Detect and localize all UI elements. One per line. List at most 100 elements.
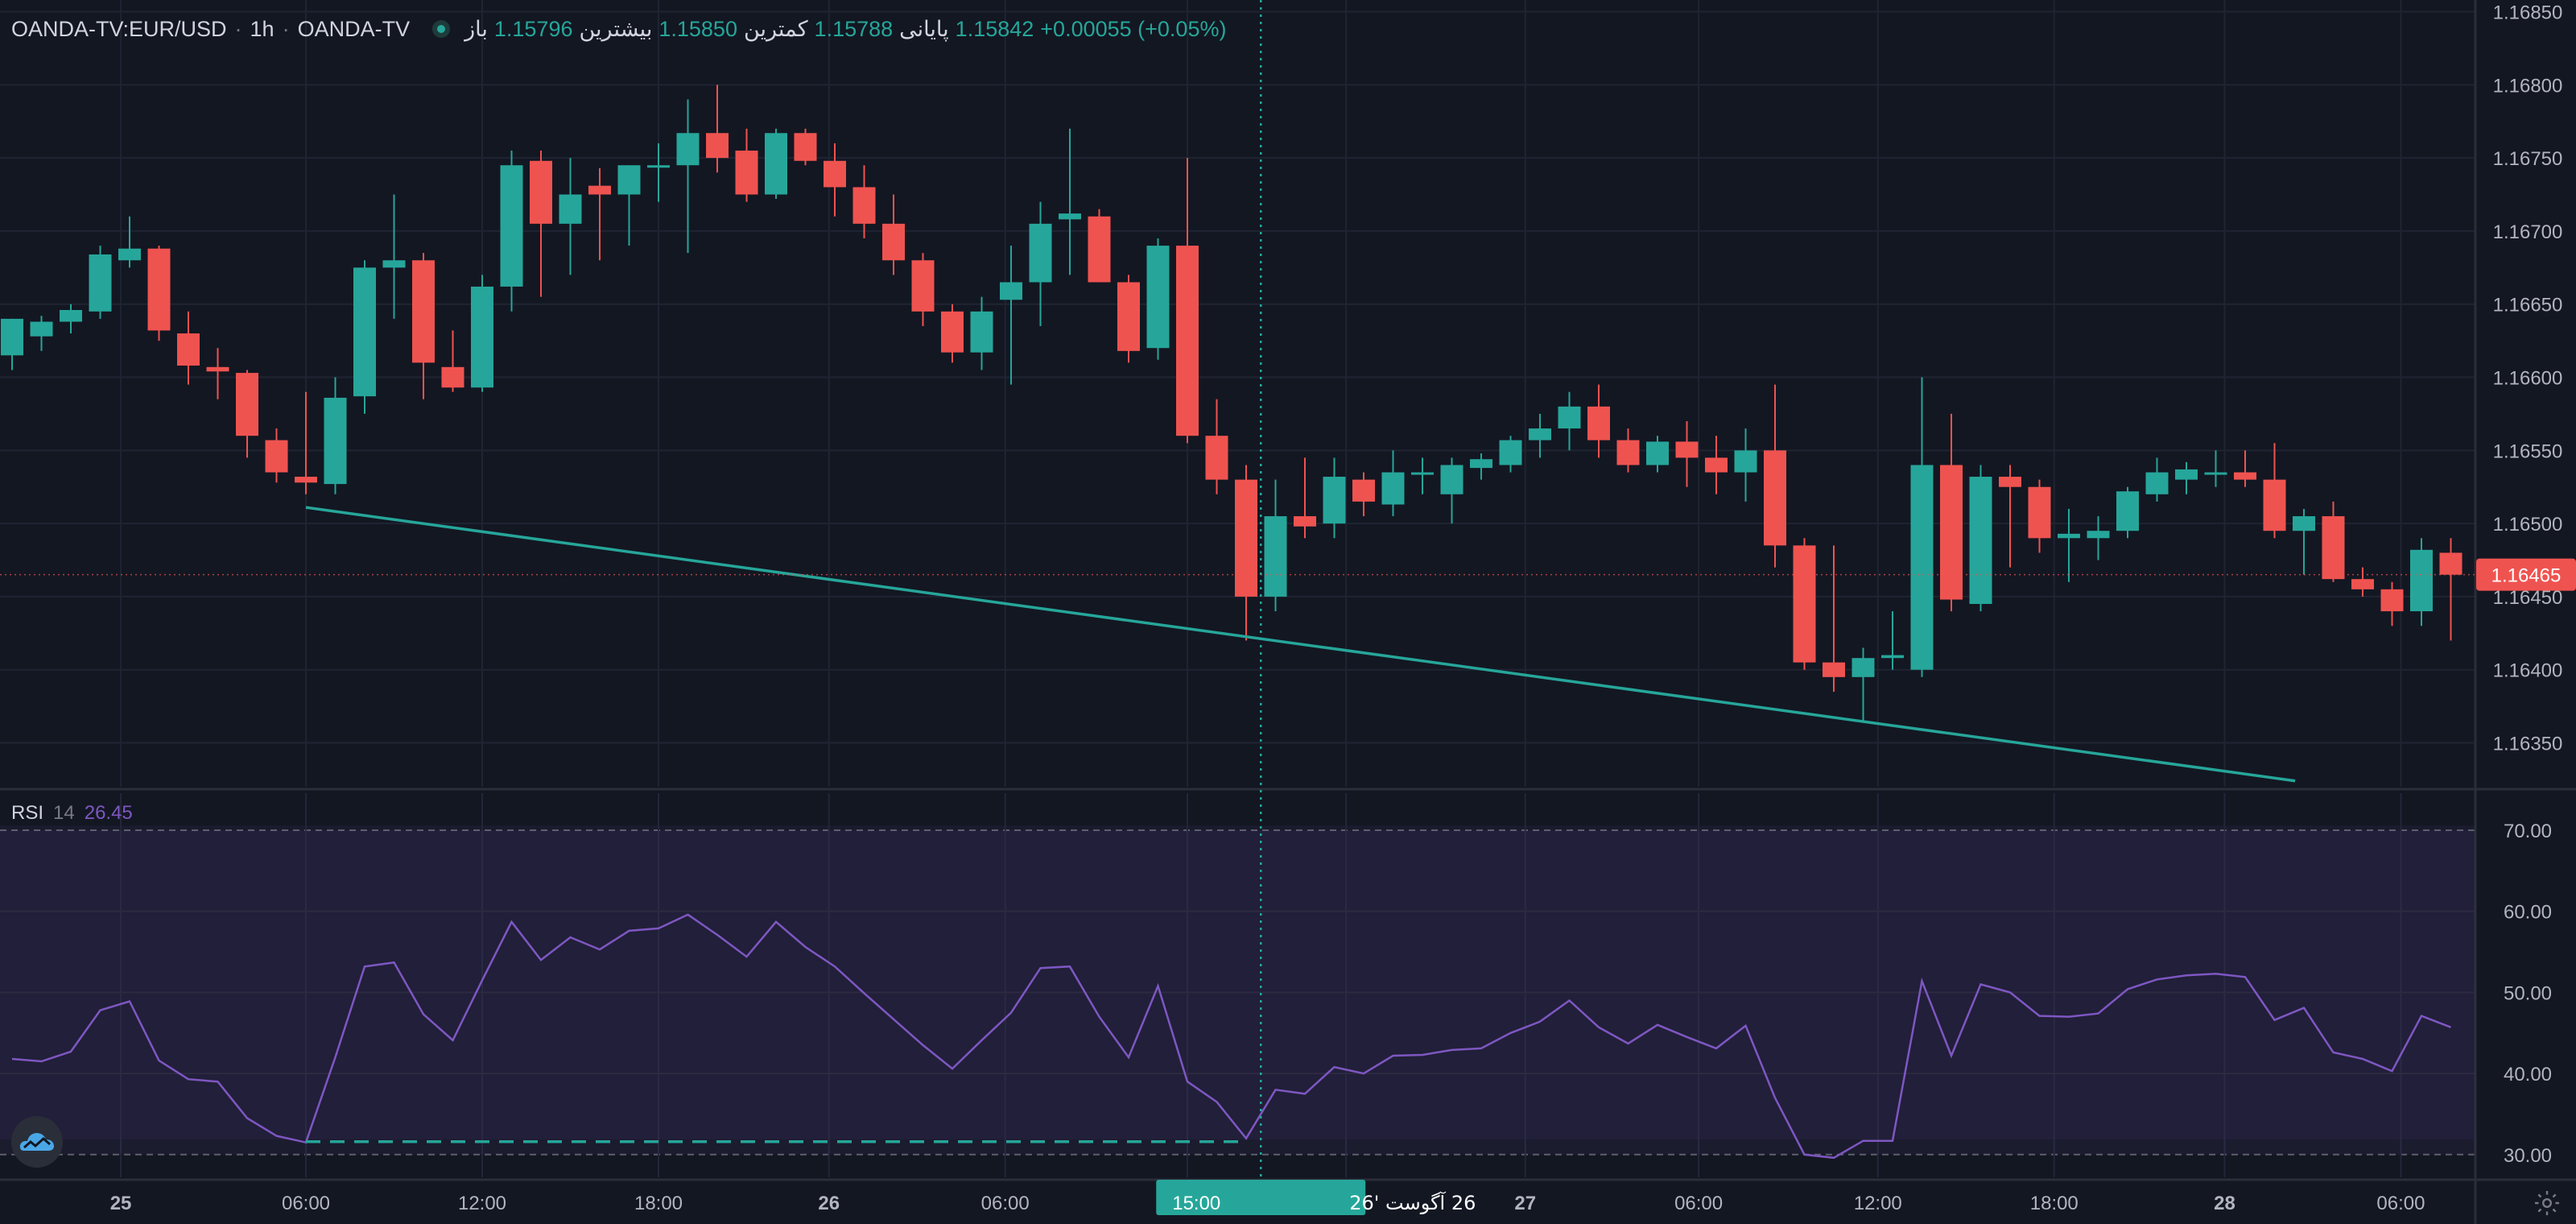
candle[interactable] — [852, 165, 876, 239]
candle[interactable] — [1587, 384, 1610, 458]
candle[interactable] — [1616, 428, 1640, 473]
candle[interactable] — [324, 377, 347, 494]
candle[interactable] — [1088, 209, 1111, 283]
candle[interactable] — [1059, 128, 1081, 275]
candle[interactable] — [1323, 457, 1346, 539]
candle[interactable] — [1146, 238, 1170, 360]
candle[interactable] — [1969, 465, 1992, 612]
candle[interactable] — [2293, 508, 2315, 575]
candle[interactable] — [1793, 538, 1816, 670]
candle[interactable] — [2145, 457, 2169, 502]
candle[interactable] — [1529, 413, 1551, 458]
candle[interactable] — [765, 128, 787, 199]
candle[interactable] — [236, 370, 258, 458]
candle[interactable] — [353, 260, 376, 414]
symbol-name[interactable]: OANDA-TV:EUR/USD — [11, 16, 227, 41]
candle[interactable] — [970, 296, 993, 370]
candle[interactable] — [1558, 391, 1581, 451]
candle[interactable] — [588, 167, 611, 261]
candle[interactable] — [265, 428, 288, 483]
candle[interactable] — [471, 275, 493, 392]
candle[interactable] — [1499, 436, 1522, 473]
candle[interactable] — [1176, 158, 1199, 444]
candle[interactable] — [1999, 465, 2021, 568]
price-axis[interactable]: 1.16850 1.16800 1.16750 1.16700 1.16650 1.166… — [0, 2, 2576, 1167]
candle[interactable] — [2028, 479, 2051, 553]
rsi-legend[interactable]: RSI 14 26.45 — [11, 802, 133, 825]
candle[interactable] — [706, 85, 729, 173]
candle[interactable] — [882, 194, 905, 275]
candle[interactable] — [412, 253, 435, 399]
candle[interactable] — [1910, 377, 1934, 677]
candle[interactable] — [1029, 201, 1052, 326]
candle[interactable] — [1352, 472, 1375, 517]
tradingview-cloud-logo-icon[interactable] — [11, 1116, 63, 1168]
candle[interactable] — [559, 158, 582, 275]
candle[interactable] — [1000, 246, 1022, 385]
candle[interactable] — [500, 151, 523, 312]
candle[interactable] — [941, 304, 964, 363]
candle[interactable] — [1294, 457, 1316, 539]
candle[interactable] — [2087, 516, 2110, 560]
candle[interactable] — [147, 246, 171, 341]
candle[interactable] — [2263, 443, 2286, 539]
candle-body — [236, 373, 258, 436]
candle[interactable] — [2439, 538, 2462, 641]
candle[interactable] — [676, 99, 700, 254]
candle[interactable] — [1675, 421, 1699, 487]
candle[interactable] — [1411, 457, 1434, 494]
candle[interactable] — [2058, 508, 2080, 582]
candle[interactable] — [2410, 538, 2433, 626]
candle[interactable] — [118, 216, 141, 268]
candle[interactable] — [530, 151, 552, 297]
trend-line[interactable] — [305, 506, 2296, 783]
candle[interactable] — [1764, 384, 1786, 568]
time-axis[interactable]: 2506:0012:0018:002606:001202706:0012:001… — [110, 1180, 2425, 1215]
candle[interactable] — [1881, 611, 1904, 670]
candle[interactable] — [647, 143, 670, 202]
candle[interactable] — [441, 330, 464, 392]
candle[interactable] — [60, 304, 82, 334]
candle-body — [30, 321, 53, 337]
candle[interactable] — [1205, 399, 1228, 494]
trend-line-segment[interactable] — [305, 506, 2296, 783]
candle[interactable] — [2204, 450, 2227, 487]
candle[interactable] — [2380, 581, 2404, 626]
candle[interactable] — [1940, 413, 1963, 612]
candle[interactable] — [735, 128, 758, 202]
candle[interactable] — [1734, 428, 1757, 502]
candle[interactable] — [295, 391, 317, 494]
candle[interactable] — [382, 194, 406, 319]
candle-body — [1, 318, 23, 356]
candle[interactable] — [2234, 450, 2256, 487]
candle[interactable] — [1852, 647, 1875, 722]
rsi-line[interactable] — [11, 913, 2451, 1160]
candle[interactable] — [794, 128, 817, 166]
candle[interactable] — [1381, 450, 1405, 517]
candle[interactable] — [2322, 501, 2345, 582]
interval-label[interactable]: 1h — [250, 16, 275, 41]
candle[interactable] — [1, 318, 23, 370]
candle[interactable] — [911, 253, 935, 326]
candle[interactable] — [30, 316, 53, 351]
candle[interactable] — [1117, 275, 1140, 363]
candle[interactable] — [2116, 486, 2139, 539]
candle[interactable] — [1646, 436, 1669, 473]
candle[interactable] — [177, 311, 200, 385]
candle[interactable] — [206, 348, 229, 399]
candle[interactable] — [1705, 436, 1728, 494]
low-label: کمترین — [743, 16, 808, 41]
candle[interactable] — [1264, 479, 1287, 612]
candle[interactable] — [824, 143, 846, 217]
candle[interactable] — [1470, 453, 1492, 480]
candle[interactable] — [2351, 567, 2374, 597]
candle[interactable] — [89, 246, 112, 319]
candle[interactable] — [2175, 461, 2198, 494]
gear-icon[interactable] — [2533, 1189, 2562, 1218]
candle[interactable] — [1823, 545, 1845, 692]
candle[interactable] — [617, 165, 641, 246]
candle[interactable] — [1235, 465, 1257, 641]
candle[interactable] — [1440, 457, 1463, 524]
rsi-pane[interactable] — [0, 830, 2475, 1160]
